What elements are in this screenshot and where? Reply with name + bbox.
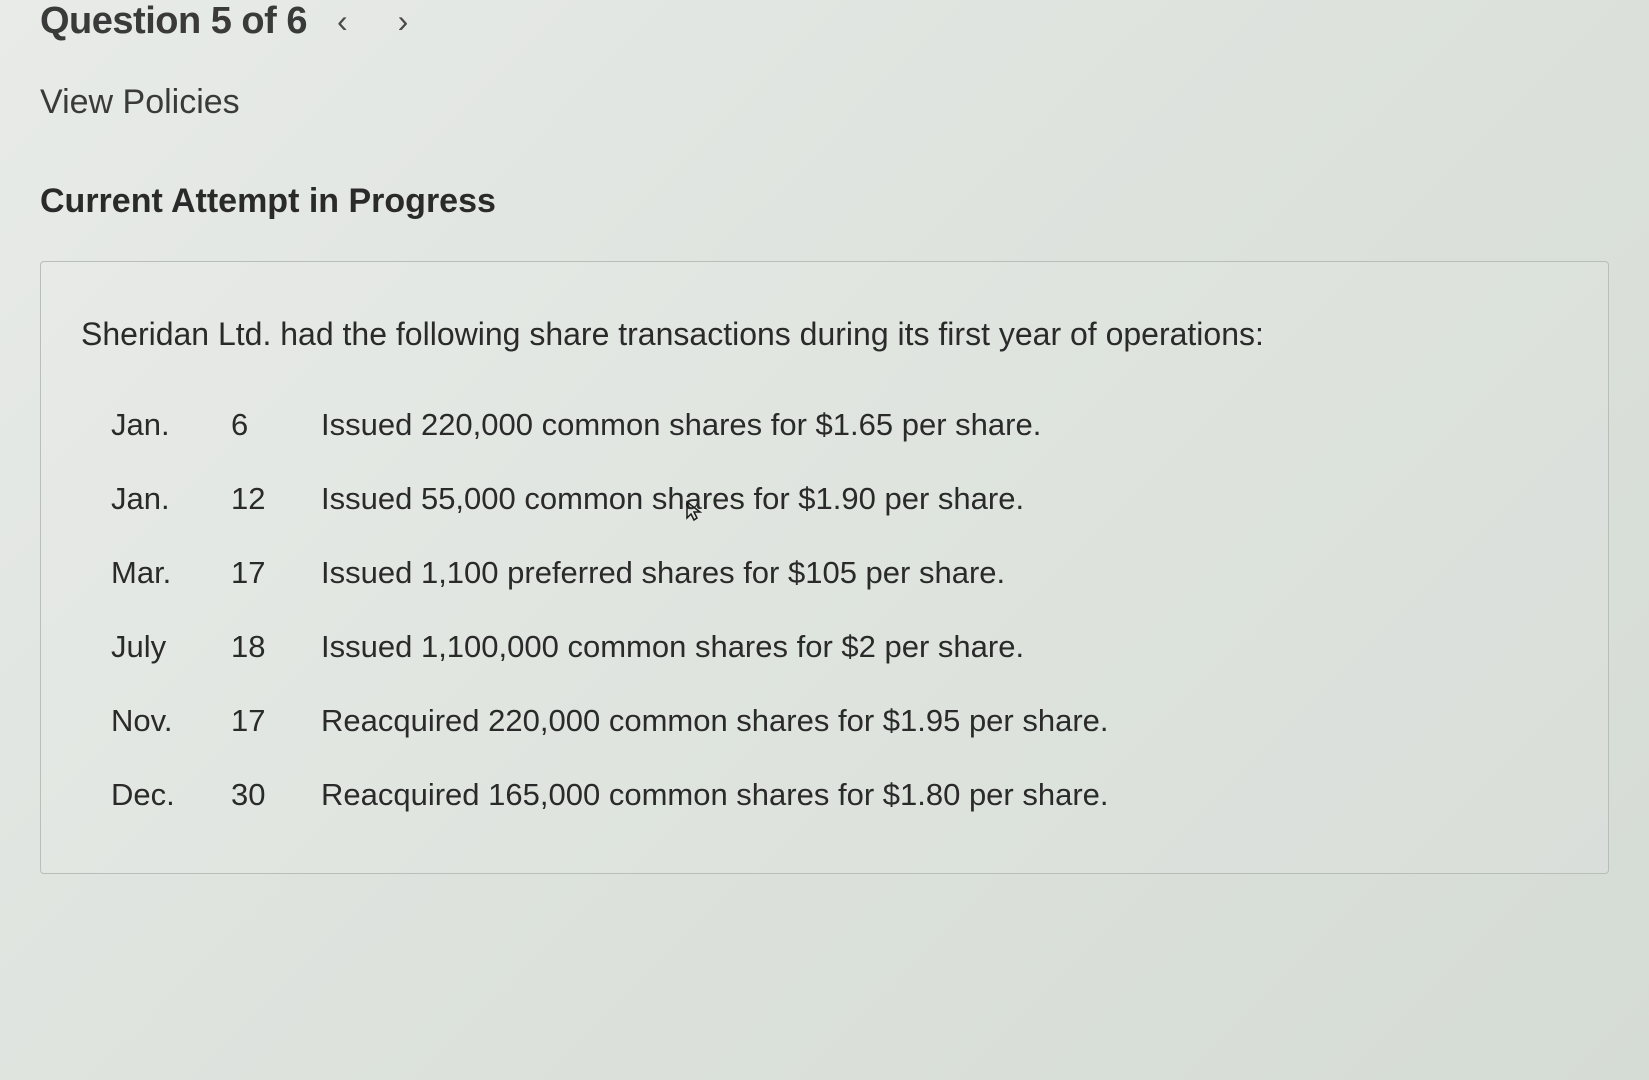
month-cell: Nov. bbox=[111, 703, 231, 739]
month-cell: Jan. bbox=[111, 481, 231, 517]
day-cell: 17 bbox=[231, 555, 321, 591]
table-row: Jan. 12 Issued 55,000 common shares for … bbox=[111, 481, 1568, 517]
question-header: Question 5 of 6 ‹ › bbox=[40, 0, 1609, 43]
month-cell: July bbox=[111, 629, 231, 665]
description-cell: Issued 55,000 common shares for $1.90 pe… bbox=[321, 481, 1568, 517]
month-cell: Mar. bbox=[111, 555, 231, 591]
description-cell: Issued 1,100,000 common shares for $2 pe… bbox=[321, 629, 1568, 665]
table-row: Mar. 17 Issued 1,100 preferred shares fo… bbox=[111, 555, 1568, 591]
question-counter: Question 5 of 6 bbox=[40, 0, 307, 43]
prev-arrow-icon[interactable]: ‹ bbox=[337, 3, 348, 40]
day-cell: 17 bbox=[231, 703, 321, 739]
question-box: Sheridan Ltd. had the following share tr… bbox=[40, 261, 1609, 874]
month-cell: Jan. bbox=[111, 407, 231, 443]
description-cell: Issued 220,000 common shares for $1.65 p… bbox=[321, 407, 1568, 443]
description-cell: Reacquired 165,000 common shares for $1.… bbox=[321, 777, 1568, 813]
nav-arrows: ‹ › bbox=[337, 3, 408, 40]
view-policies-link[interactable]: View Policies bbox=[40, 83, 1609, 122]
day-cell: 12 bbox=[231, 481, 321, 517]
table-row: July 18 Issued 1,100,000 common shares f… bbox=[111, 629, 1568, 665]
day-cell: 18 bbox=[231, 629, 321, 665]
description-cell: Reacquired 220,000 common shares for $1.… bbox=[321, 703, 1568, 739]
table-row: Dec. 30 Reacquired 165,000 common shares… bbox=[111, 777, 1568, 813]
day-cell: 30 bbox=[231, 777, 321, 813]
description-cell: Issued 1,100 preferred shares for $105 p… bbox=[321, 555, 1568, 591]
table-row: Nov. 17 Reacquired 220,000 common shares… bbox=[111, 703, 1568, 739]
day-cell: 6 bbox=[231, 407, 321, 443]
next-arrow-icon[interactable]: › bbox=[398, 3, 409, 40]
section-title: Current Attempt in Progress bbox=[40, 182, 1609, 221]
question-intro-text: Sheridan Ltd. had the following share tr… bbox=[81, 312, 1568, 357]
month-cell: Dec. bbox=[111, 777, 231, 813]
transactions-table: Jan. 6 Issued 220,000 common shares for … bbox=[111, 407, 1568, 813]
table-row: Jan. 6 Issued 220,000 common shares for … bbox=[111, 407, 1568, 443]
